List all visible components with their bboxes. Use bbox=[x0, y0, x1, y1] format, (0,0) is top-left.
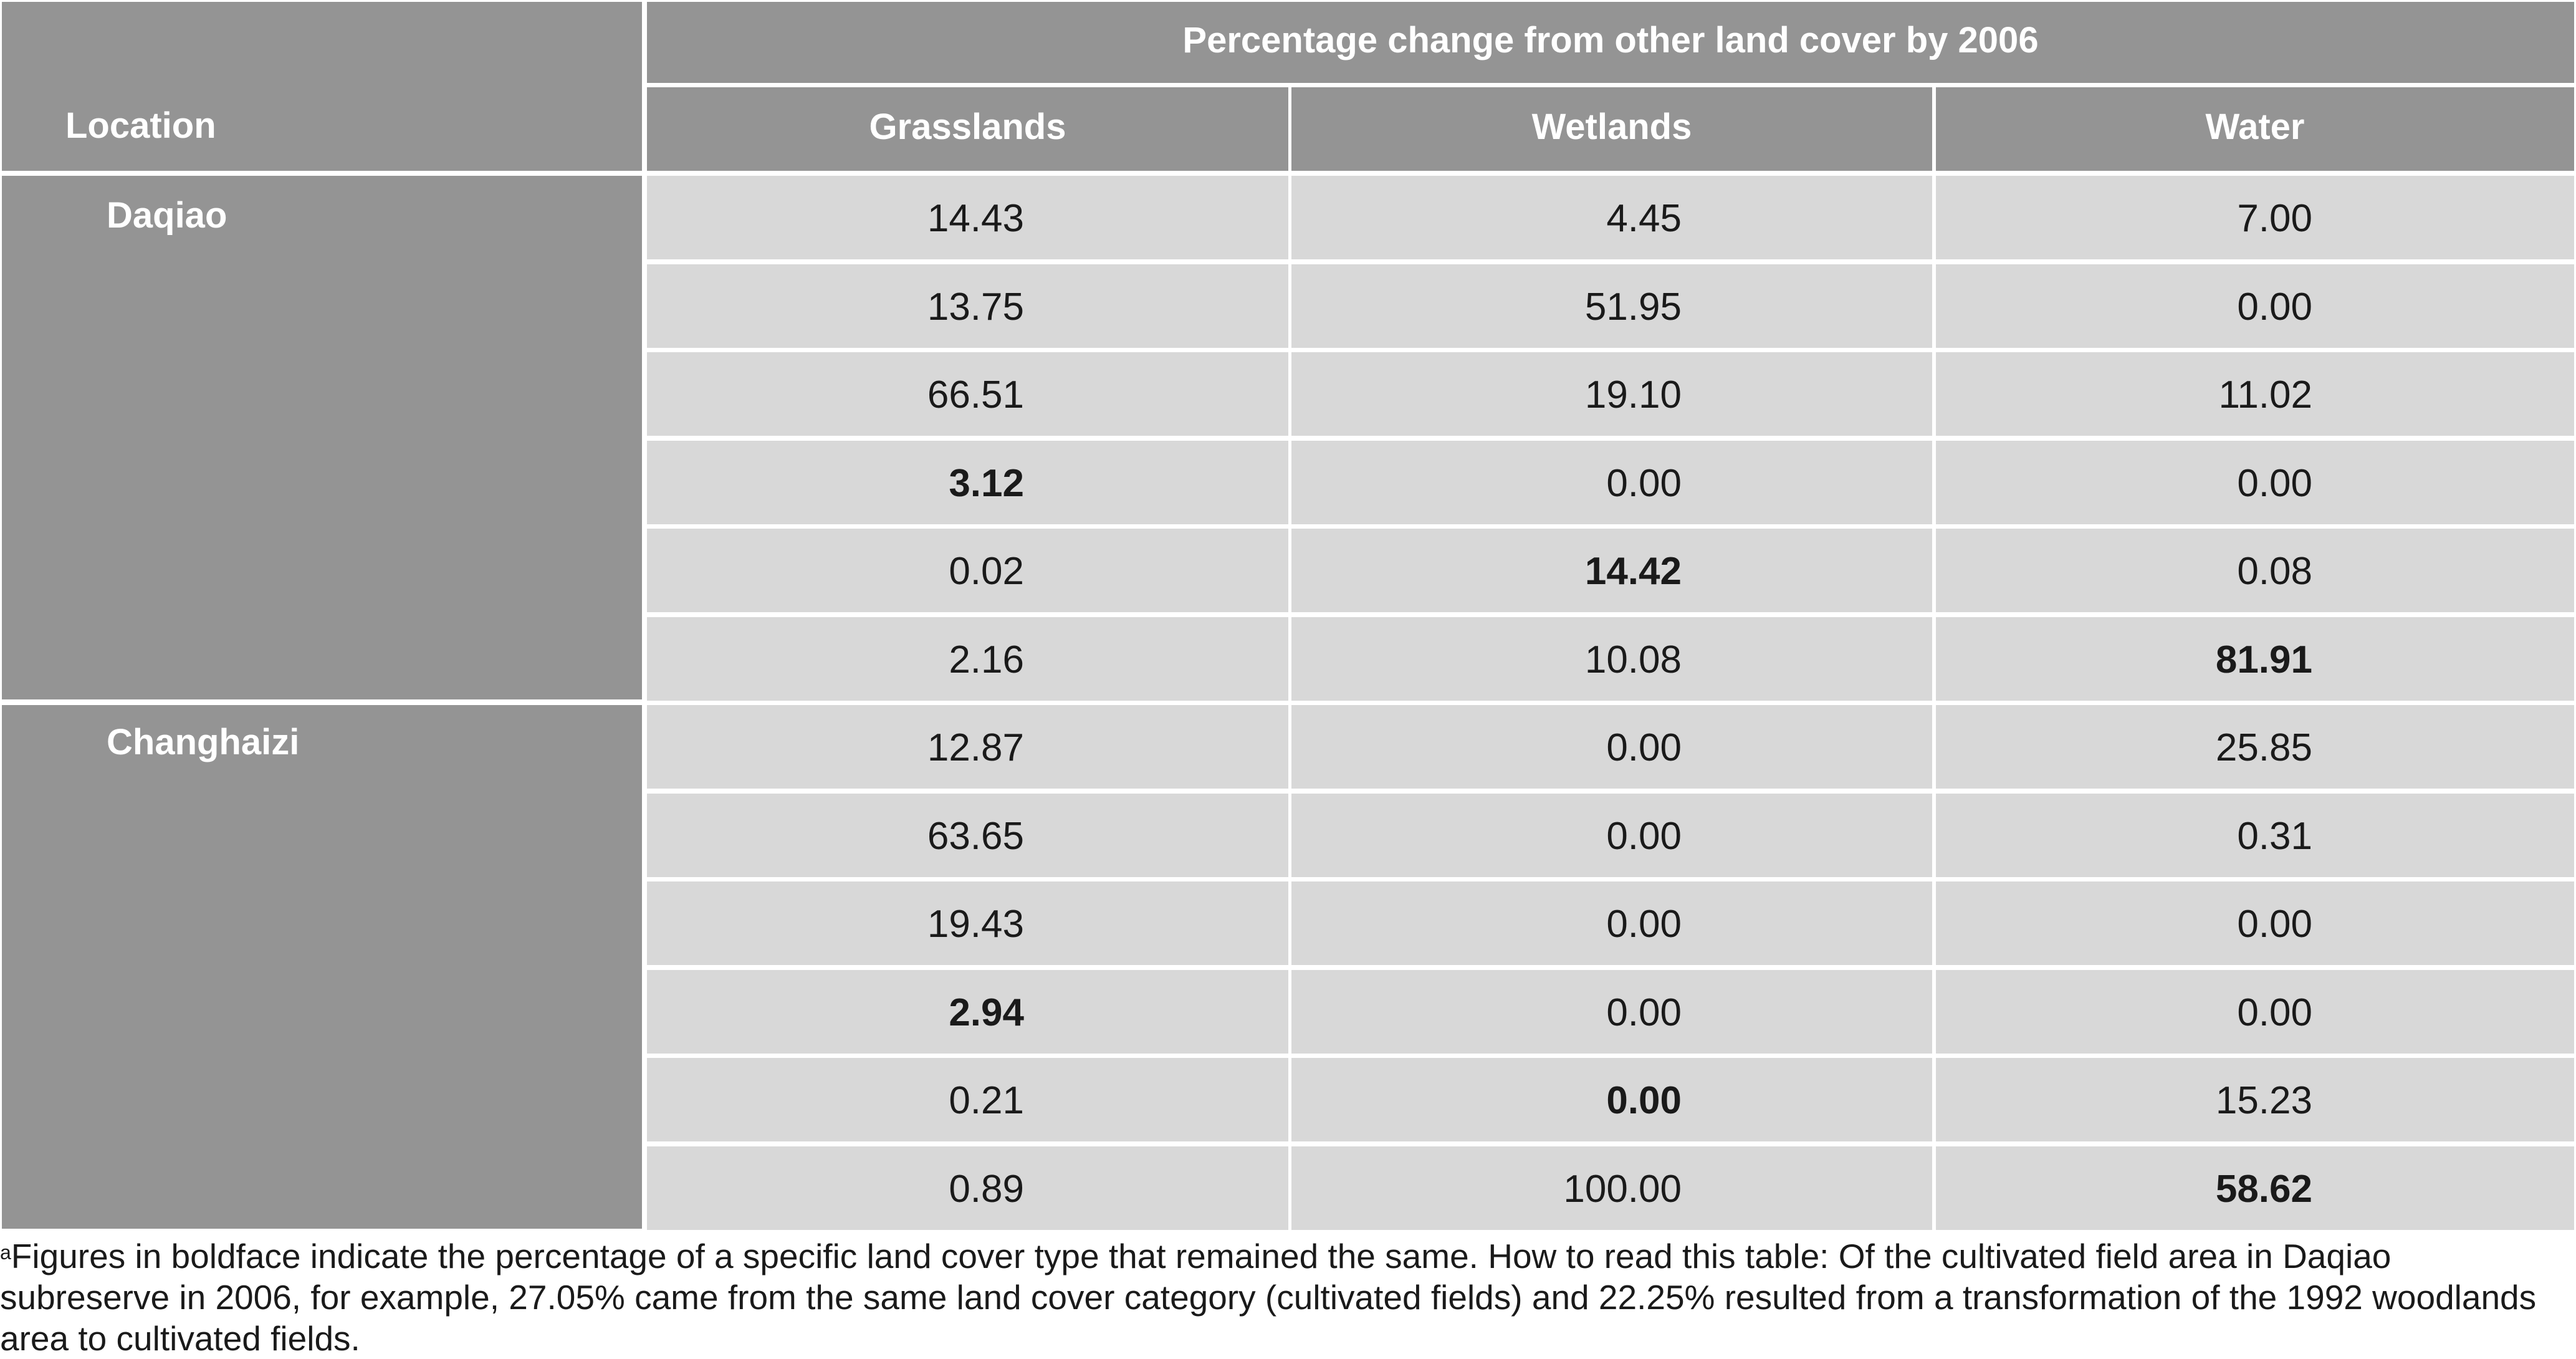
value-cell-grasslands: 19.43 bbox=[647, 881, 1288, 965]
value-cell-wetlands: 51.95 bbox=[1291, 264, 1932, 348]
cell-value: 2.16 bbox=[949, 638, 1024, 681]
value-cell-water: 11.02 bbox=[1936, 352, 2574, 436]
cell-value: 12.87 bbox=[927, 726, 1024, 769]
value-cell-grasslands: 12.87 bbox=[647, 705, 1288, 789]
value-cell-wetlands: 0.00 bbox=[1291, 1058, 1932, 1141]
location-cell: Changhaizi bbox=[2, 705, 642, 1229]
cell-value: 0.00 bbox=[1606, 726, 1682, 769]
cell-value: 0.89 bbox=[949, 1168, 1024, 1211]
value-cell-wetlands: 0.00 bbox=[1291, 794, 1932, 877]
cell-value: 2.94 bbox=[949, 991, 1024, 1034]
cell-value: 7.00 bbox=[2237, 197, 2312, 240]
cell-value: 0.00 bbox=[2237, 462, 2312, 505]
cell-value: 14.42 bbox=[1584, 550, 1682, 593]
value-cell-water: 81.91 bbox=[1936, 617, 2574, 701]
cell-value: 13.75 bbox=[927, 286, 1024, 329]
value-cell-water: 15.23 bbox=[1936, 1058, 2574, 1141]
cell-value: 0.00 bbox=[2237, 991, 2312, 1034]
cell-value: 0.08 bbox=[2237, 550, 2312, 593]
value-cell-grasslands: 2.94 bbox=[647, 970, 1288, 1054]
value-cell-grasslands: 66.51 bbox=[647, 352, 1288, 436]
value-cell-water: 7.00 bbox=[1936, 176, 2574, 259]
cell-value: 100.00 bbox=[1563, 1168, 1682, 1211]
value-cell-grasslands: 14.43 bbox=[647, 176, 1288, 259]
cell-value: 0.00 bbox=[2237, 286, 2312, 329]
footnote-text: Figures in boldface indicate the percent… bbox=[0, 1237, 2537, 1358]
location-label: Changhaizi bbox=[107, 722, 300, 762]
footnote-marker: a bbox=[0, 1241, 11, 1264]
cell-value: 66.51 bbox=[927, 373, 1024, 416]
value-cell-wetlands: 0.00 bbox=[1291, 441, 1932, 524]
value-cell-wetlands: 0.00 bbox=[1291, 970, 1932, 1054]
span-header-cell: Percentage change from other land cover … bbox=[647, 2, 2574, 83]
cell-value: 4.45 bbox=[1606, 197, 1682, 240]
value-cell-grasslands: 0.21 bbox=[647, 1058, 1288, 1141]
cell-value: 0.00 bbox=[1606, 815, 1682, 858]
cell-value: 58.62 bbox=[2215, 1168, 2312, 1211]
value-cell-water: 0.08 bbox=[1936, 529, 2574, 612]
value-cell-wetlands: 100.00 bbox=[1291, 1146, 1932, 1230]
footnote: aFigures in boldface indicate the percen… bbox=[0, 1236, 2562, 1359]
cell-value: 0.00 bbox=[1606, 1079, 1682, 1122]
value-cell-wetlands: 14.42 bbox=[1291, 529, 1932, 612]
value-cell-grasslands: 3.12 bbox=[647, 441, 1288, 524]
value-cell-grasslands: 13.75 bbox=[647, 264, 1288, 348]
location-header: Location bbox=[65, 105, 216, 146]
column-header-water: Water bbox=[1936, 87, 2574, 171]
cell-value: 19.43 bbox=[927, 903, 1024, 946]
location-label: Daqiao bbox=[107, 195, 227, 236]
value-cell-wetlands: 10.08 bbox=[1291, 617, 1932, 701]
cell-value: 0.00 bbox=[1606, 462, 1682, 505]
cell-value: 0.02 bbox=[949, 550, 1024, 593]
cell-value: 15.23 bbox=[2215, 1079, 2312, 1122]
cell-value: 63.65 bbox=[927, 815, 1024, 858]
cell-value: 0.31 bbox=[2237, 815, 2312, 858]
cell-value: 11.02 bbox=[2218, 373, 2312, 416]
value-cell-water: 0.31 bbox=[1936, 794, 2574, 877]
cell-value: 0.00 bbox=[1606, 903, 1682, 946]
cell-value: 0.21 bbox=[949, 1079, 1024, 1122]
location-cell: Daqiao bbox=[2, 176, 642, 699]
value-cell-grasslands: 0.89 bbox=[647, 1146, 1288, 1230]
value-cell-water: 0.00 bbox=[1936, 264, 2574, 348]
value-cell-grasslands: 0.02 bbox=[647, 529, 1288, 612]
cell-value: 14.43 bbox=[927, 197, 1024, 240]
cell-value: 25.85 bbox=[2215, 726, 2312, 769]
cell-value: 0.00 bbox=[2237, 903, 2312, 946]
cell-value: 19.10 bbox=[1584, 373, 1682, 416]
cell-value: 3.12 bbox=[949, 462, 1024, 505]
land-cover-table: Location Percentage change from other la… bbox=[2, 2, 2574, 1230]
span-header: Percentage change from other land cover … bbox=[1182, 20, 2039, 60]
value-cell-grasslands: 63.65 bbox=[647, 794, 1288, 877]
cell-value: 51.95 bbox=[1584, 286, 1682, 329]
value-cell-water: 0.00 bbox=[1936, 441, 2574, 524]
cell-value: 10.08 bbox=[1584, 638, 1682, 681]
value-cell-wetlands: 19.10 bbox=[1291, 352, 1932, 436]
value-cell-water: 58.62 bbox=[1936, 1146, 2574, 1230]
value-cell-wetlands: 0.00 bbox=[1291, 705, 1932, 789]
cell-value: 0.00 bbox=[1606, 991, 1682, 1034]
cell-value: 81.91 bbox=[2215, 638, 2312, 681]
column-header-grasslands: Grasslands bbox=[647, 87, 1288, 171]
value-cell-grasslands: 2.16 bbox=[647, 617, 1288, 701]
value-cell-wetlands: 0.00 bbox=[1291, 881, 1932, 965]
value-cell-wetlands: 4.45 bbox=[1291, 176, 1932, 259]
location-header-cell: Location bbox=[2, 2, 642, 171]
column-header-wetlands: Wetlands bbox=[1291, 87, 1932, 171]
value-cell-water: 25.85 bbox=[1936, 705, 2574, 789]
value-cell-water: 0.00 bbox=[1936, 970, 2574, 1054]
value-cell-water: 0.00 bbox=[1936, 881, 2574, 965]
